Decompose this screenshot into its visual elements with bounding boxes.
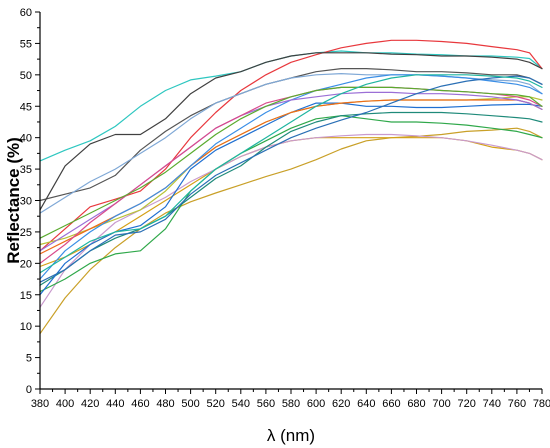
x-tick-label: 460 <box>131 398 149 410</box>
y-axis-title: Reflectance (%) <box>4 137 23 264</box>
x-tick-label: 440 <box>106 398 124 410</box>
series-line-4 <box>39 52 543 211</box>
y-tick-label: 55 <box>20 38 32 50</box>
x-tick-label: 720 <box>458 398 476 410</box>
x-tick-label: 400 <box>56 398 74 410</box>
x-tick-label: 640 <box>357 398 375 410</box>
x-tick-label: 520 <box>207 398 225 410</box>
y-tick-label: 20 <box>20 258 32 270</box>
y-tick-label: 35 <box>20 164 32 176</box>
x-tick-label: 620 <box>332 398 350 410</box>
x-tick-label: 480 <box>156 398 174 410</box>
y-tick-label: 15 <box>20 290 32 302</box>
y-tick-label: 30 <box>20 196 32 208</box>
x-tick-label: 500 <box>181 398 199 410</box>
y-tick-label: 60 <box>20 7 32 19</box>
y-tick-label: 10 <box>20 321 32 333</box>
x-tick-label: 740 <box>483 398 501 410</box>
x-tick-label: 760 <box>508 398 526 410</box>
x-tick-label: 700 <box>432 398 450 410</box>
series-line-19 <box>39 74 543 274</box>
x-axis-title: λ (nm) <box>267 426 315 445</box>
x-tick-label: 660 <box>382 398 400 410</box>
x-tick-label: 540 <box>232 398 250 410</box>
x-tick-label: 780 <box>533 398 550 410</box>
x-tick-label: 380 <box>31 398 49 410</box>
axes-layer: 380 400 420 440 460 480 500 520 540 560 580 600 620 6… <box>20 7 550 410</box>
x-tick-label: 420 <box>81 398 99 410</box>
y-tick-label: 45 <box>20 101 32 113</box>
series-line-18 <box>39 75 543 283</box>
y-tick-label: 5 <box>26 353 32 365</box>
x-tick-label: 600 <box>307 398 325 410</box>
series-line-8 <box>39 133 543 308</box>
x-tick-label: 560 <box>257 398 275 410</box>
series-line-11 <box>39 102 543 296</box>
x-tick-label: 680 <box>407 398 425 410</box>
y-tick-label: 0 <box>26 384 32 396</box>
series-line-3 <box>39 68 543 202</box>
series-line-2 <box>39 39 543 252</box>
y-tick-label: 40 <box>20 133 32 145</box>
series-line-17 <box>39 86 543 239</box>
series-line-13 <box>39 99 543 255</box>
series-layer <box>39 39 543 335</box>
y-tick-label: 50 <box>20 70 32 82</box>
y-tick-label: 25 <box>20 227 32 239</box>
series-line-15 <box>39 91 543 252</box>
series-line-9 <box>39 115 543 293</box>
series-line-6 <box>39 127 543 335</box>
x-tick-label: 580 <box>282 398 300 410</box>
